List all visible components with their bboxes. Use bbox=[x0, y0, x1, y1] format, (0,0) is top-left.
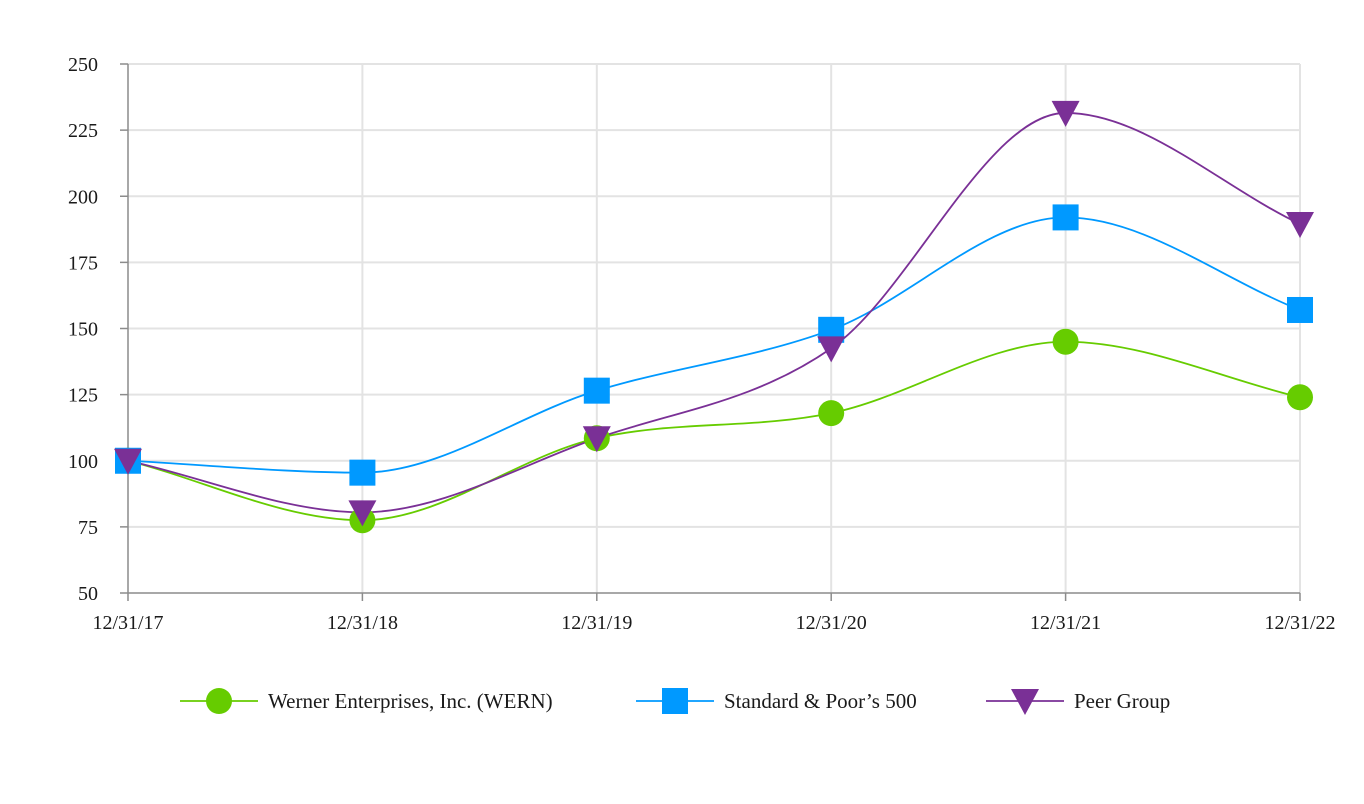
x-tick-label: 12/31/17 bbox=[92, 612, 163, 634]
legend-label: Werner Enterprises, Inc. (WERN) bbox=[268, 689, 553, 713]
series-line-peer-group bbox=[127, 112, 1301, 514]
y-axis-tick-labels: 50 75 100 125 150 175 200 225 250 bbox=[68, 54, 98, 605]
x-tick-label: 12/31/22 bbox=[1264, 612, 1335, 634]
data-point-peer-group bbox=[817, 336, 846, 363]
y-tick-label: 200 bbox=[68, 186, 98, 208]
data-point-werner-enterprises-inc-wern bbox=[818, 400, 845, 427]
x-tick-label: 12/31/21 bbox=[1030, 612, 1101, 634]
data-point-peer-group bbox=[582, 426, 611, 453]
data-point-peer-group bbox=[114, 448, 142, 475]
data-point-standard-poor-s-500 bbox=[349, 459, 376, 486]
x-axis-tick-labels: 12/31/17 12/31/18 12/31/19 12/31/20 12/31/21… bbox=[92, 612, 1335, 634]
legend-marker bbox=[206, 688, 232, 714]
y-tick-label: 250 bbox=[68, 54, 98, 76]
data-point-peer-group bbox=[1286, 212, 1314, 239]
data-point-peer-group bbox=[1051, 100, 1080, 127]
legend-marker bbox=[1011, 689, 1039, 715]
series-line-werner-enterprises-inc-wern bbox=[127, 340, 1301, 522]
legend-entry-peer-group: Peer Group bbox=[986, 689, 1170, 715]
y-tick-label: 225 bbox=[68, 120, 98, 142]
y-tick-label: 50 bbox=[78, 583, 98, 605]
axes bbox=[120, 63, 1301, 601]
x-tick-label: 12/31/19 bbox=[561, 612, 632, 634]
y-tick-label: 125 bbox=[68, 385, 98, 407]
y-tick-label: 175 bbox=[68, 252, 98, 274]
legend-label: Peer Group bbox=[1074, 689, 1170, 713]
series-line-standard-poor-s-500 bbox=[127, 216, 1301, 474]
grid-lines bbox=[128, 63, 1301, 593]
legend: Werner Enterprises, Inc. (WERN) Standard … bbox=[180, 688, 1170, 715]
data-point-standard-poor-s-500 bbox=[1052, 204, 1079, 231]
legend-entry-standard-poor-s-500: Standard & Poor’s 500 bbox=[636, 688, 917, 714]
legend-entry-werner-enterprises-inc-wern: Werner Enterprises, Inc. (WERN) bbox=[180, 688, 553, 714]
y-tick-label: 75 bbox=[78, 517, 98, 539]
legend-label: Standard & Poor’s 500 bbox=[724, 689, 917, 713]
series-lines bbox=[127, 112, 1301, 522]
x-tick-label: 12/31/18 bbox=[327, 612, 398, 634]
legend-marker bbox=[662, 688, 688, 714]
data-point-werner-enterprises-inc-wern bbox=[1052, 328, 1079, 355]
data-point-standard-poor-s-500 bbox=[1287, 296, 1313, 323]
data-point-werner-enterprises-inc-wern bbox=[1287, 384, 1313, 411]
series-markers bbox=[114, 100, 1314, 534]
data-point-peer-group bbox=[348, 500, 377, 527]
y-tick-label: 100 bbox=[68, 451, 98, 473]
y-tick-label: 150 bbox=[68, 319, 98, 341]
data-point-standard-poor-s-500 bbox=[583, 377, 610, 404]
x-tick-label: 12/31/20 bbox=[796, 612, 867, 634]
